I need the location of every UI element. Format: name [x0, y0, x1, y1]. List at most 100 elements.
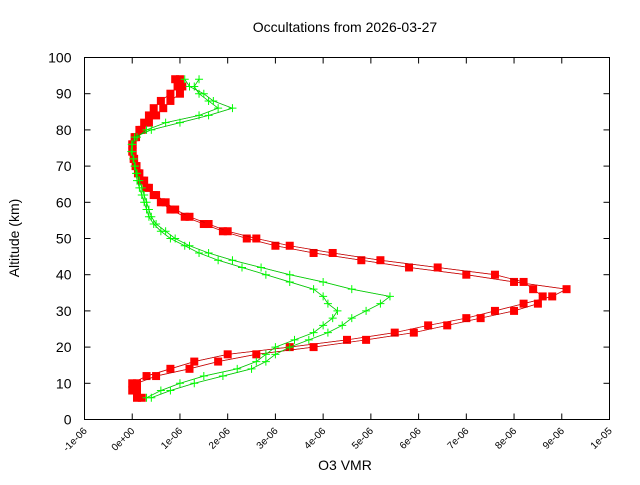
data-point	[152, 372, 161, 381]
data-point	[133, 169, 141, 178]
data-point	[175, 379, 184, 388]
data-point	[347, 285, 356, 294]
x-tick-label: 0e+00	[110, 426, 138, 454]
data-point	[166, 205, 175, 214]
y-tick-label: 90	[56, 86, 72, 102]
data-point	[147, 125, 156, 134]
data-point	[149, 104, 158, 113]
data-point	[140, 191, 149, 200]
data-point	[131, 162, 140, 171]
data-point	[519, 299, 528, 308]
data-point	[175, 89, 184, 98]
data-point	[462, 270, 471, 279]
data-point	[147, 212, 156, 221]
data-point	[128, 386, 137, 395]
data-point	[199, 220, 208, 229]
data-point	[257, 263, 266, 272]
data-point	[127, 140, 136, 149]
data-point	[156, 198, 165, 207]
data-point	[185, 241, 194, 250]
data-point	[223, 350, 232, 359]
data-point	[304, 335, 313, 344]
data-point	[529, 285, 538, 294]
data-point	[319, 292, 328, 301]
data-point	[195, 248, 204, 257]
y-tick-label: 10	[56, 375, 72, 391]
data-point	[443, 321, 452, 330]
data-point	[271, 343, 280, 352]
x-tick-label: 8e-06	[493, 426, 519, 452]
x-tick-label: 5e-06	[350, 426, 376, 452]
data-point	[135, 176, 144, 185]
data-point	[175, 118, 184, 127]
data-point	[390, 328, 399, 337]
data-point	[204, 220, 213, 229]
data-point	[252, 357, 261, 366]
data-point	[533, 299, 542, 308]
data-point	[223, 227, 232, 236]
data-point	[178, 82, 187, 91]
data-point	[323, 299, 332, 308]
data-point	[166, 386, 175, 395]
data-point	[409, 328, 418, 337]
data-point	[285, 241, 294, 250]
data-point	[343, 335, 351, 344]
data-point	[159, 104, 168, 113]
data-point	[261, 350, 270, 359]
data-point	[309, 285, 318, 294]
data-point	[185, 212, 194, 221]
data-point	[285, 270, 294, 279]
data-point	[185, 364, 194, 373]
x-tick-label: 1e-06	[159, 426, 185, 452]
data-point	[309, 328, 318, 337]
data-point	[137, 393, 146, 402]
data-point	[285, 277, 294, 286]
data-point	[152, 220, 161, 229]
y-tick-label: 0	[64, 412, 72, 428]
data-point	[290, 335, 299, 344]
data-point	[424, 321, 433, 330]
y-tick-label: 40	[56, 267, 72, 283]
x-tick-label: 1e-05	[589, 426, 615, 452]
data-point	[133, 393, 141, 402]
data-point	[166, 89, 175, 98]
data-point	[171, 205, 180, 214]
data-point	[152, 191, 161, 200]
profile-line	[132, 79, 544, 398]
profile-line	[131, 79, 568, 398]
data-point	[357, 256, 366, 265]
data-point	[271, 350, 280, 359]
data-point	[385, 292, 394, 301]
data-point	[218, 372, 227, 381]
data-point	[218, 227, 227, 236]
data-point	[228, 256, 237, 265]
chart-title: Occultations from 2026-03-27	[253, 19, 438, 35]
data-point	[362, 306, 371, 315]
data-point	[490, 306, 499, 315]
data-point	[271, 241, 280, 250]
data-point	[190, 357, 199, 366]
data-point	[538, 292, 547, 301]
y-tick-label: 30	[56, 303, 72, 319]
data-point	[142, 198, 151, 207]
data-point	[175, 75, 184, 84]
y-tick-label: 60	[56, 194, 72, 210]
data-point	[161, 227, 170, 236]
data-point	[140, 176, 149, 185]
data-point	[152, 111, 161, 120]
data-point	[171, 75, 180, 84]
data-point	[309, 343, 318, 352]
data-point	[333, 306, 342, 315]
x-tick-label: 2e-06	[207, 426, 233, 452]
data-point	[309, 248, 318, 257]
data-point	[285, 343, 294, 352]
data-point	[319, 277, 328, 286]
x-tick-label: -1e-06	[61, 426, 90, 455]
data-point	[171, 234, 180, 243]
data-point	[548, 292, 557, 301]
y-tick-label: 100	[48, 50, 72, 66]
y-tick-label: 70	[56, 158, 72, 174]
data-point	[137, 183, 146, 192]
data-point	[328, 314, 337, 323]
